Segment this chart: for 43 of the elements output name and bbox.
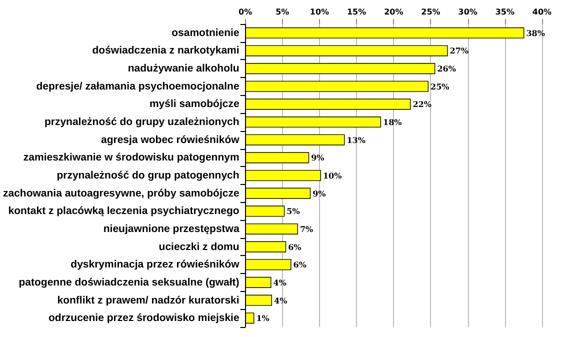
data-label: 4%	[273, 277, 287, 288]
y-tick-label: doświadczenia z narkotykami	[92, 44, 240, 57]
y-tick-label: myśli samobójcze	[149, 98, 240, 110]
data-label: 9%	[312, 188, 326, 198]
y-tick-label: zachowania autoagresywne, próby samobójcze	[2, 187, 240, 200]
data-label: 38%	[526, 28, 546, 38]
data-label: 6%	[293, 260, 307, 270]
data-label: 10%	[322, 170, 342, 180]
x-tick-label: 25%	[421, 8, 440, 16]
y-tick-label: patogenne doświadczenia seksualne (gwałt)	[18, 276, 240, 288]
y-tick-label: kontakt z placówką leczenia psychiatrycznego	[8, 205, 240, 218]
data-label: 1%	[256, 313, 270, 324]
data-label: 18%	[383, 117, 402, 128]
x-tick-label: 20%	[384, 8, 404, 16]
data-label: 13%	[346, 134, 366, 145]
y-tick-label: agresja wobec rówieśników	[101, 134, 240, 146]
y-tick-label: przynależność do grup patogennych	[56, 170, 240, 182]
data-label: 26%	[437, 64, 456, 74]
y-tick-label: odrzucenie przez środowisko miejskie	[48, 312, 240, 324]
y-tick-label: przynależność do grupy uzależnionych	[44, 116, 240, 128]
x-tick-label: 5%	[276, 8, 290, 16]
x-tick-label: 40%	[532, 8, 552, 16]
data-label: 27%	[450, 46, 469, 56]
y-tick-label: nieujawnione przestępstwa	[103, 222, 240, 235]
y-tick-label: osamotnienie	[172, 26, 240, 39]
y-tick-label: dyskryminacja przez rówieśników	[70, 258, 240, 271]
y-tick-label: nadużywanie alkoholu	[128, 62, 240, 75]
data-label: 9%	[311, 152, 325, 163]
data-label: 22%	[412, 99, 432, 110]
x-tick-label: 0%	[238, 8, 252, 16]
y-tick-label: ucieczki z domu	[158, 240, 240, 253]
y-tick-label: depresje/ załamania psychoemocjonalne	[36, 80, 240, 92]
data-label: 5%	[286, 206, 300, 216]
x-tick-label: 10%	[310, 8, 330, 16]
y-tick-label: konflikt z prawem/ nadzór kuratorski	[57, 294, 240, 306]
data-label: 7%	[300, 224, 314, 234]
x-tick-label: 15%	[346, 8, 366, 16]
data-label: 25%	[430, 81, 450, 92]
data-label: 4%	[274, 295, 288, 306]
x-tick-label: 30%	[458, 8, 478, 16]
x-tick-label: 35%	[495, 8, 514, 16]
data-label: 6%	[288, 242, 302, 252]
y-tick-label: zamieszkiwanie w środowisku patogennym	[23, 152, 240, 164]
